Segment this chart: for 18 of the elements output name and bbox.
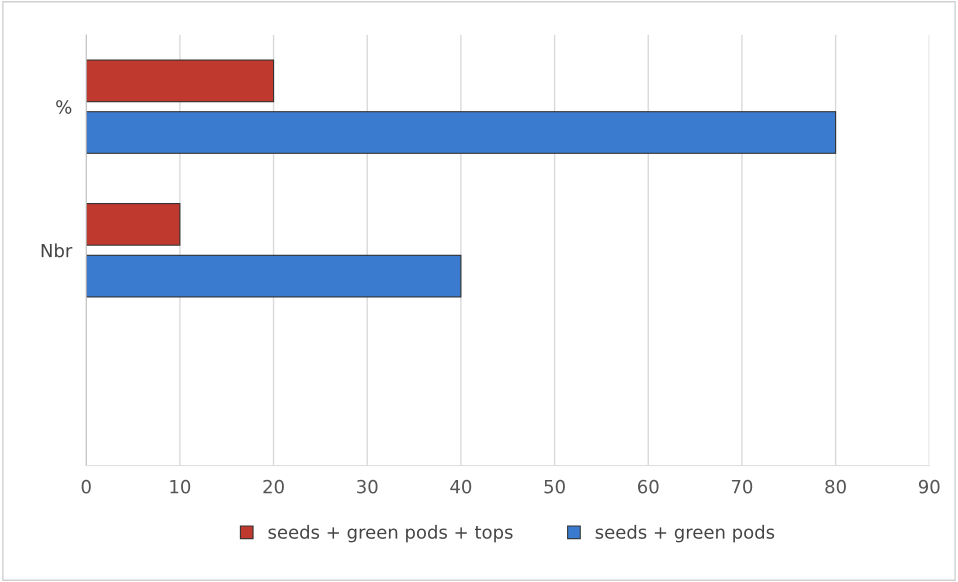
x-tick-label: 70 <box>732 480 752 494</box>
legend-label: seeds + green pods + tops <box>268 524 513 542</box>
y-tick-label: Nbr <box>42 243 72 258</box>
y-tick-label: % <box>56 100 72 114</box>
x-tick-label: 40 <box>450 480 472 494</box>
x-tick-label: 20 <box>263 480 284 494</box>
x-tick-label: 30 <box>357 480 378 494</box>
x-tick-label: 10 <box>170 480 190 494</box>
x-tick-label: 90 <box>918 480 940 494</box>
legend-label: seeds + green pods <box>596 524 774 542</box>
x-tick-label: 0 <box>82 480 91 494</box>
bar <box>86 59 274 102</box>
bar <box>86 111 836 154</box>
x-tick-label: 60 <box>638 480 659 494</box>
bar <box>86 254 462 298</box>
x-tick-label: 80 <box>825 480 846 494</box>
x-tick-label: 50 <box>544 480 565 494</box>
bar <box>86 203 180 246</box>
